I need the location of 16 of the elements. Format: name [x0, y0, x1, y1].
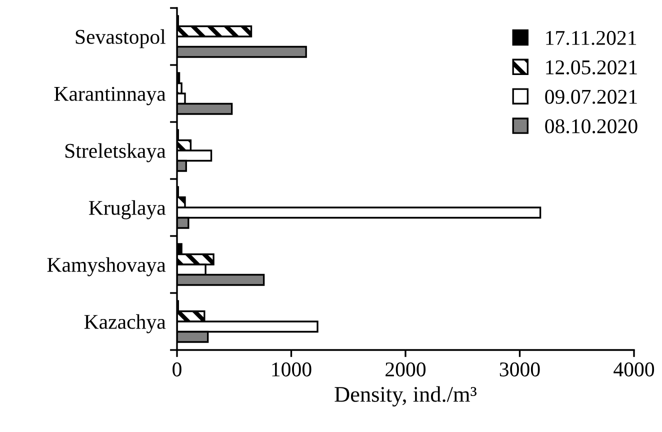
legend-label: 09.07.2021: [545, 90, 637, 104]
x-tick-label: 2000: [386, 362, 426, 376]
y-tick-label: Kazachya: [84, 314, 166, 334]
y-tick-label: Kruglaya: [88, 200, 166, 220]
legend-label: 17.11.2021: [546, 30, 636, 46]
y-tick-label: Streletskaya: [65, 143, 166, 162]
y-tick-label: Karantinnaya: [54, 86, 166, 106]
x-axis-title: Density, ind./m³: [334, 386, 477, 406]
x-tick-label: 1000: [272, 362, 312, 376]
x-tick-label: 4000: [614, 362, 654, 376]
y-tick-label: Kamyshovaya: [47, 257, 166, 276]
x-tick-label: 0: [172, 362, 182, 376]
legend-label: 08.10.2020: [545, 119, 638, 134]
y-tick-label: Sevastopol: [76, 29, 166, 48]
x-tick-label: 3000: [500, 362, 540, 376]
legend-label: 12.05.2021: [546, 60, 637, 74]
